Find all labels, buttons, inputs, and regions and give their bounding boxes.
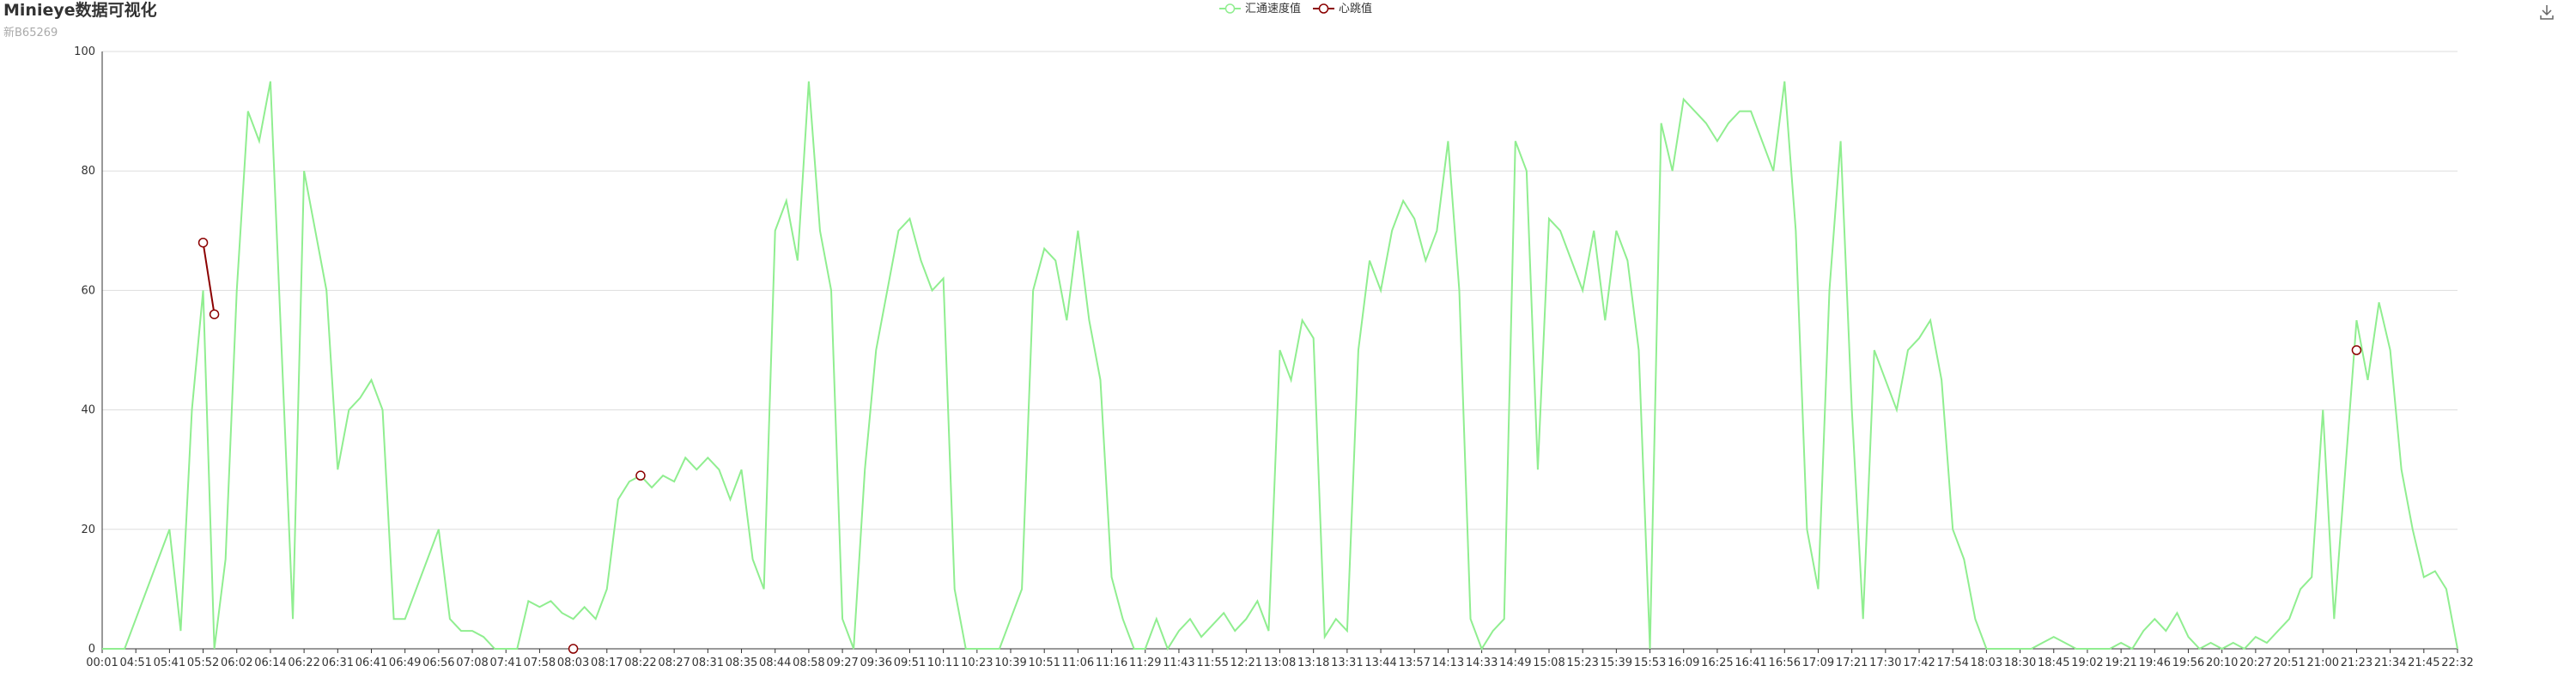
chart-title: Minieye数据可视化: [3, 0, 157, 20]
y-tick-label: 20: [81, 524, 95, 536]
x-tick-label: 13:18: [1297, 657, 1329, 669]
x-tick-label: 06:22: [288, 657, 319, 669]
x-tick-label: 19:02: [2071, 657, 2103, 669]
x-tick-label: 08:27: [658, 657, 690, 669]
x-tick-label: 16:25: [1701, 657, 1733, 669]
point: [635, 470, 646, 481]
x-tick-label: 10:11: [927, 657, 959, 669]
x-tick-label: 15:23: [1566, 657, 1598, 669]
x-tick-label: 17:54: [1936, 657, 1968, 669]
x-tick-label: 12:21: [1230, 657, 1262, 669]
x-tick-label: 11:43: [1163, 657, 1194, 669]
x-tick-label: 15:39: [1601, 657, 1632, 669]
x-tick-label: 17:42: [1903, 657, 1935, 669]
x-tick-label: 07:08: [456, 657, 488, 669]
x-tick-label: 17:30: [1869, 657, 1901, 669]
x-tick-label: 08:35: [726, 657, 757, 669]
x-tick-label: 14:33: [1466, 657, 1498, 669]
download-icon[interactable]: [2540, 5, 2554, 20]
x-tick-label: 11:06: [1062, 657, 1094, 669]
x-tick-label: 10:39: [994, 657, 1026, 669]
x-tick-label: 09:36: [860, 657, 892, 669]
x-tick-label: 11:16: [1096, 657, 1127, 669]
x-tick-label: 17:21: [1836, 657, 1868, 669]
x-tick-label: 14:49: [1499, 657, 1531, 669]
y-tick-label: 60: [81, 284, 95, 297]
point: [209, 309, 220, 319]
x-tick-label: 00:01: [86, 657, 118, 669]
x-tick-label: 13:44: [1364, 657, 1396, 669]
legend-label: 心跳值: [1339, 2, 1372, 15]
x-tick-label: 20:51: [2273, 657, 2305, 669]
x-tick-label: 11:55: [1196, 657, 1228, 669]
x-tick-label: 19:56: [2172, 657, 2204, 669]
x-tick-label: 15:53: [1634, 657, 1666, 669]
x-tick-label: 22:32: [2441, 657, 2473, 669]
x-tick-label: 06:56: [422, 657, 454, 669]
x-tick-label: 08:44: [759, 657, 791, 669]
x-tick-label: 06:49: [389, 657, 421, 669]
y-tick-label: 100: [74, 45, 95, 58]
x-tick-label: 08:58: [793, 657, 824, 669]
x-tick-label: 04:51: [119, 657, 151, 669]
x-tick-label: 19:46: [2139, 657, 2171, 669]
x-tick-label: 05:41: [154, 657, 185, 669]
y-tick-label: 40: [81, 404, 95, 417]
point: [2351, 345, 2362, 355]
chart-subtitle: 新B65269: [3, 26, 58, 39]
x-tick-label: 05:52: [187, 657, 219, 669]
x-tick-label: 07:41: [489, 657, 521, 669]
x-tick-label: 08:22: [624, 657, 656, 669]
x-tick-label: 17:09: [1802, 657, 1834, 669]
x-tick-label: 18:03: [1971, 657, 2002, 669]
y-tick-label: 0: [88, 643, 95, 656]
x-tick-label: 09:51: [894, 657, 926, 669]
x-tick-label: 16:09: [1668, 657, 1699, 669]
x-tick-label: 11:29: [1129, 657, 1161, 669]
legend-label: 汇通速度值: [1245, 2, 1301, 15]
x-tick-label: 20:10: [2206, 657, 2238, 669]
point: [197, 237, 209, 248]
x-tick-label: 21:45: [2408, 657, 2439, 669]
x-tick-label: 06:41: [355, 657, 387, 669]
x-tick-label: 08:17: [591, 657, 623, 669]
x-tick-label: 21:34: [2374, 657, 2406, 669]
legend-symbol: [1224, 3, 1236, 14]
x-tick-label: 15:08: [1533, 657, 1564, 669]
x-tick-label: 18:30: [2004, 657, 2036, 669]
x-tick-label: 08:31: [692, 657, 724, 669]
x-tick-label: 20:27: [2239, 657, 2271, 669]
x-tick-label: 06:02: [221, 657, 252, 669]
x-tick-label: 07:58: [524, 657, 556, 669]
x-tick-label: 21:00: [2307, 657, 2339, 669]
x-tick-label: 16:41: [1735, 657, 1766, 669]
x-tick-label: 16:56: [1769, 657, 1801, 669]
x-tick-label: 06:31: [322, 657, 354, 669]
x-tick-label: 09:27: [826, 657, 858, 669]
x-tick-label: 10:23: [961, 657, 993, 669]
legend-symbol: [1318, 3, 1329, 14]
x-tick-label: 14:13: [1432, 657, 1464, 669]
x-tick-label: 21:23: [2341, 657, 2372, 669]
x-tick-label: 13:31: [1331, 657, 1363, 669]
y-tick-label: 80: [81, 165, 95, 178]
point: [568, 644, 579, 654]
series-line: [204, 243, 2357, 350]
x-tick-label: 13:57: [1399, 657, 1431, 669]
x-tick-label: 06:14: [254, 657, 286, 669]
x-tick-label: 19:21: [2105, 657, 2136, 669]
x-tick-label: 10:51: [1028, 657, 1060, 669]
series-line: [102, 81, 2458, 651]
x-tick-label: 18:45: [2038, 657, 2069, 669]
x-tick-label: 13:08: [1264, 657, 1296, 669]
x-tick-label: 08:03: [557, 657, 589, 669]
